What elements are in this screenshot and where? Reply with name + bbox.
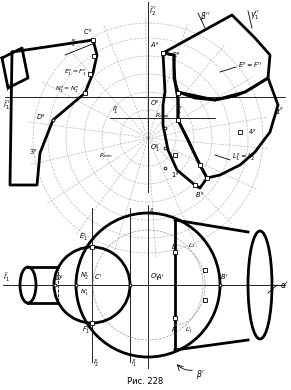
Text: $E''=F''$: $E''=F''$ [238,60,262,70]
Text: $i_1'$: $i_1'$ [3,271,10,284]
Text: $l_1''$: $l_1''$ [176,105,183,117]
Text: $3''$: $3''$ [29,147,38,157]
Text: $N_2'$: $N_2'$ [79,271,89,283]
Text: $N_1''=N_2''$: $N_1''=N_2''$ [55,85,80,95]
Text: $2''$: $2''$ [172,50,181,60]
Text: $\beta'$: $\beta'$ [196,368,205,381]
Text: $l_2'$: $l_2'$ [93,358,99,370]
Text: $F'$: $F'$ [171,325,179,335]
Text: $L_1'$: $L_1'$ [185,325,193,335]
Text: $N_1'$: $N_1'$ [80,288,89,298]
Text: $B''$: $B''$ [195,190,205,200]
Text: $B'$: $B'$ [220,272,228,282]
Text: $i_1''$: $i_1''$ [3,99,11,112]
Text: $C''$: $C''$ [83,27,93,37]
Text: $\gamma_1''$: $\gamma_1''$ [250,8,260,21]
Text: $l_1'$: $l_1'$ [131,358,137,370]
Text: $A'$: $A'$ [157,272,165,282]
Text: $L_2$: $L_2$ [188,241,196,250]
Text: $F_1'$: $F_1'$ [82,325,90,337]
Text: $E_1''=F_1''$: $E_1''=F_1''$ [64,68,87,78]
Text: $D'$: $D'$ [55,273,64,283]
Text: $C'$: $C'$ [94,272,102,282]
Text: $i_2'$: $i_2'$ [149,207,155,219]
Text: $4''$: $4''$ [248,127,257,137]
Text: $l_2''$: $l_2''$ [70,38,77,50]
Text: $E_1'$: $E_1'$ [79,232,88,244]
Text: $i_2''$: $i_2''$ [149,4,157,18]
Text: $R_{max}$: $R_{max}$ [155,112,171,121]
Text: $L_1''=L_2''$: $L_1''=L_2''$ [232,152,256,164]
Text: $A''$: $A''$ [150,40,160,50]
Text: $\beta''$: $\beta''$ [200,10,210,23]
Text: $l_1''$: $l_1''$ [112,105,119,117]
Text: Рис. 228: Рис. 228 [127,378,164,386]
Text: $E'$: $E'$ [171,242,179,252]
Text: $\alpha''$: $\alpha''$ [274,105,284,115]
Text: $O''$: $O''$ [150,98,160,108]
Text: $\alpha'$: $\alpha'$ [280,280,289,291]
Text: $1''$: $1''$ [171,170,179,180]
Text: $O_1''$: $O_1''$ [150,143,160,155]
Text: $O_1'$: $O_1'$ [150,272,160,284]
Text: $i_1''$: $i_1''$ [6,83,14,96]
Text: $D''$: $D''$ [36,112,46,122]
Text: $R_{min}$: $R_{min}$ [99,152,113,160]
